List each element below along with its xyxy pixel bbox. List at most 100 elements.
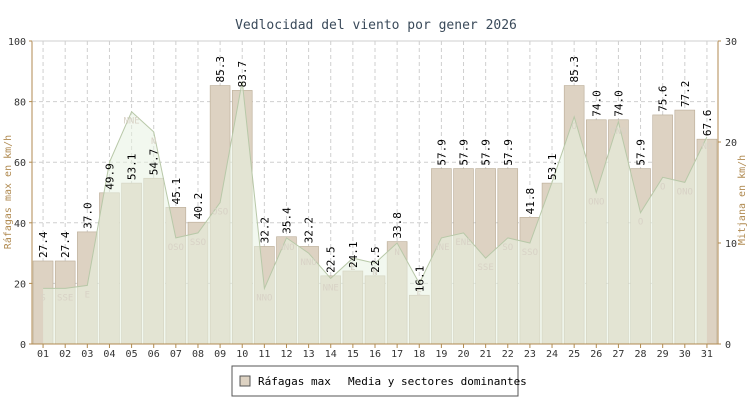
direction-label: E (85, 290, 90, 300)
direction-label: SSE (57, 293, 73, 303)
direction-label: E (417, 288, 422, 298)
x-tick-label: 21 (480, 349, 492, 360)
direction-label: SSO (522, 248, 538, 258)
x-tick-label: 28 (635, 349, 647, 360)
x-tick-label: 29 (657, 349, 669, 360)
data-label: 54.7 (148, 149, 161, 176)
data-label: 35.4 (280, 207, 293, 234)
data-label: 77.2 (679, 81, 692, 108)
data-label: 32.2 (303, 217, 316, 244)
y-tick-label: 100 (8, 37, 26, 48)
direction-label: ENE (455, 238, 471, 248)
legend-box (231, 365, 519, 397)
direction-label: N (372, 268, 377, 278)
direction-label: N (151, 137, 156, 147)
y2-tick-label: 0 (725, 340, 731, 351)
direction-label: NNE (433, 243, 449, 253)
direction-label: OSO (168, 243, 184, 253)
x-tick-label: 23 (524, 349, 536, 360)
x-tick-label: 27 (612, 349, 624, 360)
y-tick-label: 60 (14, 158, 26, 169)
direction-label: NO (702, 142, 713, 152)
data-label: 57.9 (435, 139, 448, 166)
x-tick-label: 26 (590, 349, 602, 360)
data-label: 33.8 (391, 212, 404, 239)
x-tick-label: 03 (81, 349, 93, 360)
x-tick-label: 24 (546, 349, 558, 360)
data-label: 74.0 (590, 90, 603, 117)
direction-label: NNE (123, 117, 139, 127)
x-tick-label: 22 (502, 349, 514, 360)
data-label: 85.3 (568, 56, 581, 83)
y-tick-label: 80 (14, 98, 26, 109)
direction-label: NNE (323, 283, 339, 293)
direction-label: SSE (478, 263, 494, 273)
legend: Ráfagas max Media y sectores dominantes (231, 365, 527, 397)
mean-area-line (43, 81, 708, 291)
direction-label: E (350, 263, 355, 273)
data-label: 57.9 (458, 139, 471, 166)
data-label: 75.6 (657, 85, 670, 112)
x-tick-label: 30 (679, 349, 691, 360)
y-tick-label: 0 (20, 340, 26, 351)
y2-tick-label: 20 (725, 138, 737, 149)
x-tick-label: 19 (435, 349, 447, 360)
data-label: 27.4 (37, 231, 50, 258)
direction-label: SSO (190, 238, 206, 248)
data-label: 83.7 (236, 61, 249, 88)
data-label: 74.0 (612, 90, 625, 117)
data-label: 22.5 (325, 246, 338, 273)
y-tick-label: 20 (14, 279, 26, 290)
data-label: 49.9 (103, 163, 116, 190)
x-tick-label: 15 (347, 349, 359, 360)
x-tick-label: 20 (457, 349, 469, 360)
mean-area-fill (43, 81, 707, 345)
data-label: 16.1 (413, 266, 426, 293)
x-tick-label: 31 (701, 349, 713, 360)
x-tick-label: 11 (258, 349, 270, 360)
legend-label-bar: Ráfagas max (258, 375, 331, 388)
data-label: 67.6 (701, 110, 714, 137)
direction-labels: S SSE ENNENOSOSSOOSONNONNONNONNEENNENNEENE… (40, 117, 712, 304)
data-label: 53.1 (546, 154, 559, 181)
direction-label: ONO (588, 198, 604, 208)
x-tick-label: 05 (126, 349, 138, 360)
direction-label: O (571, 122, 576, 132)
y2-axis-label: Mitjana en km/h (737, 155, 748, 245)
mean-area-series (43, 81, 708, 345)
y2-tick-label: 10 (725, 239, 737, 250)
x-tick-label: 12 (280, 349, 292, 360)
data-label: 41.8 (524, 188, 537, 215)
direction-label: NNO (256, 293, 272, 303)
data-label: 85.3 (214, 56, 227, 83)
direction-label: N (394, 248, 399, 258)
y-tick-label: 40 (14, 219, 26, 230)
x-tick-label: 16 (369, 349, 381, 360)
data-label: 57.9 (480, 139, 493, 166)
x-tick-label: 06 (148, 349, 160, 360)
data-labels: 27.4 27.4 37.0 49.9 53.1 54.7 45.1 40.2 85.3 83.7… (37, 56, 714, 292)
x-tick-label: 04 (103, 349, 115, 360)
x-tick-label: 13 (303, 349, 315, 360)
y-axis-label: Ráfagas max en km/h (2, 135, 14, 249)
data-label: 22.5 (369, 246, 382, 273)
legend-label-area: Media y sectores dominantes (348, 375, 527, 388)
x-tick-label: 07 (170, 349, 182, 360)
legend-swatch-bar (239, 375, 251, 387)
direction-label: ONO (677, 187, 693, 197)
data-label: 32.2 (258, 217, 271, 244)
x-tick-label: 09 (214, 349, 226, 360)
x-tick-label: 08 (192, 349, 204, 360)
direction-label: NNO (300, 258, 316, 268)
data-label: 57.9 (635, 139, 648, 166)
direction-label: SO (502, 243, 513, 253)
direction-label: NNO (278, 243, 294, 253)
chart-title: Vedlocidad del viento por gener 2026 (235, 18, 517, 33)
x-tick-label: 25 (568, 349, 580, 360)
data-label: 53.1 (126, 154, 139, 181)
direction-label: OSO (212, 208, 228, 218)
data-label: 57.9 (502, 139, 515, 166)
direction-label: O (638, 218, 643, 228)
axes: 0 20 40 60 80 100 0 10 20 30 01 02 03 04 05 06 07 08 09 10 1… (8, 37, 737, 360)
